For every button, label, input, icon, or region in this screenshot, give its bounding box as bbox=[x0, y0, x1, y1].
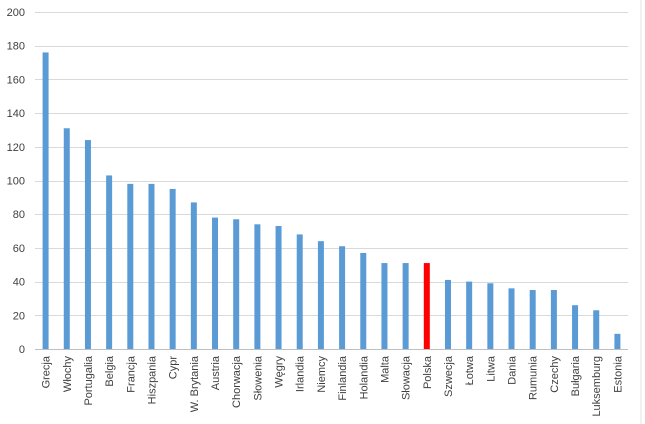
x-tick-label: Cypr bbox=[168, 356, 180, 380]
x-tick-label: Węgry bbox=[274, 356, 286, 388]
bar bbox=[550, 290, 557, 349]
x-tick-label: Austria bbox=[210, 355, 222, 390]
x-tick-label: Irlandia bbox=[295, 355, 307, 392]
x-tick-label: Rumunia bbox=[528, 355, 540, 400]
bar bbox=[296, 234, 303, 349]
x-tick-label: Słowenia bbox=[252, 355, 264, 401]
bar bbox=[169, 188, 176, 349]
x-tick-label: Malta bbox=[379, 355, 391, 383]
y-tick-label: 140 bbox=[7, 108, 25, 120]
x-tick-label: W. Brytania bbox=[189, 355, 201, 412]
x-tick-label: Hiszpania bbox=[146, 355, 158, 404]
y-tick-label: 120 bbox=[7, 142, 25, 154]
bar bbox=[212, 217, 219, 349]
bar bbox=[84, 140, 91, 349]
bar bbox=[402, 263, 409, 349]
bar bbox=[423, 263, 430, 349]
gridlines bbox=[35, 12, 628, 316]
x-tick-label: Niemcy bbox=[316, 356, 328, 393]
bar bbox=[339, 246, 346, 349]
y-tick-label: 180 bbox=[7, 41, 25, 53]
x-tick-label: Łotwa bbox=[464, 355, 476, 385]
x-tick-label: Luksemburg bbox=[591, 356, 603, 417]
x-tick-label: Chorwacja bbox=[231, 355, 243, 408]
bar bbox=[275, 226, 282, 349]
x-tick-label: Finlandia bbox=[337, 355, 349, 401]
bar bbox=[529, 290, 536, 349]
bar bbox=[466, 281, 473, 349]
y-axis-tick-labels: 0 20 40 60 80 100 120 140 160 180 200 bbox=[7, 7, 25, 356]
x-tick-label: Polska bbox=[422, 355, 434, 389]
bar bbox=[127, 183, 134, 349]
bar bbox=[148, 183, 155, 349]
y-tick-label: 40 bbox=[13, 277, 25, 289]
bar bbox=[254, 224, 261, 349]
y-tick-label: 100 bbox=[7, 176, 25, 188]
bar bbox=[360, 252, 367, 349]
x-tick-label: Bułgaria bbox=[570, 355, 582, 396]
y-tick-label: 60 bbox=[13, 243, 25, 255]
x-tick-label: Litwa bbox=[485, 355, 497, 382]
y-tick-label: 80 bbox=[13, 209, 25, 221]
bar bbox=[317, 241, 324, 349]
bar bbox=[444, 279, 451, 349]
y-tick-label: 160 bbox=[7, 74, 25, 86]
bar bbox=[63, 128, 70, 349]
y-tick-label: 0 bbox=[19, 344, 25, 356]
bar bbox=[190, 202, 197, 349]
x-tick-label: Dania bbox=[507, 355, 519, 385]
x-tick-label: Szwecja bbox=[443, 355, 455, 397]
bar bbox=[593, 310, 600, 349]
x-tick-label: Estonia bbox=[612, 355, 624, 393]
x-tick-label: Grecja bbox=[41, 355, 53, 388]
bar bbox=[106, 175, 113, 349]
bar bbox=[508, 288, 515, 349]
x-tick-label: Włochy bbox=[62, 356, 74, 393]
x-tick-label: Francja bbox=[125, 355, 137, 393]
bar bbox=[381, 263, 388, 349]
x-tick-label: Holandia bbox=[358, 355, 370, 399]
y-tick-label: 200 bbox=[7, 7, 25, 19]
y-tick-label: 20 bbox=[13, 310, 25, 322]
x-tick-label: Czechy bbox=[549, 356, 561, 393]
x-tick-label: Słowacja bbox=[401, 355, 413, 400]
x-axis-tick-labels: Grecja Włochy Portugalia Belgia Francja Hiszp… bbox=[41, 355, 625, 416]
bar bbox=[42, 52, 49, 349]
bar bbox=[487, 283, 494, 349]
bar bbox=[572, 305, 579, 349]
x-tick-label: Portugalia bbox=[83, 355, 95, 405]
bars bbox=[42, 52, 621, 349]
x-tick-label: Belgia bbox=[104, 355, 116, 386]
bar bbox=[614, 333, 621, 349]
bar bbox=[233, 219, 240, 349]
